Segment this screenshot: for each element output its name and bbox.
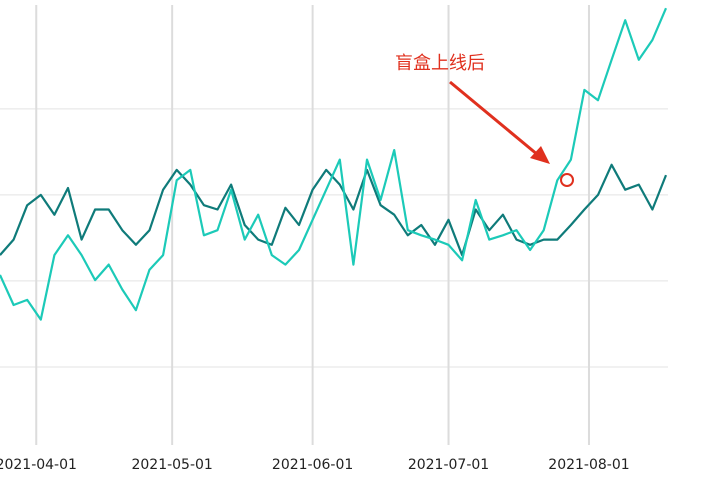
annotation: 盲盒上线后 [395, 53, 485, 74]
series-line [0, 163, 668, 257]
x-tick-label: 2021-07-01 [408, 457, 489, 473]
x-tick-label: 2021-05-01 [131, 457, 212, 473]
x-tick-label: 2021-04-01 [0, 457, 77, 473]
series-line [0, 7, 668, 321]
x-tick-label: 2021-06-01 [272, 457, 353, 473]
highlight-circle [560, 173, 574, 187]
annotation-arrow [449, 80, 539, 157]
grid [0, 5, 668, 445]
x-tick-label: 2021-08-01 [548, 457, 629, 473]
arrow-head [530, 146, 550, 164]
lines [0, 7, 668, 321]
